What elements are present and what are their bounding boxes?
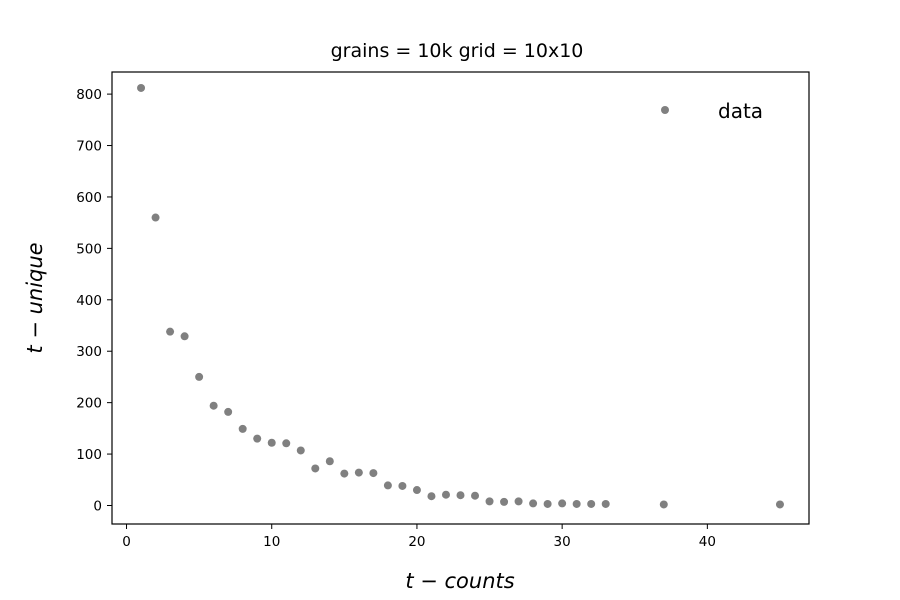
data-point xyxy=(398,481,407,490)
y-tick-label: 700 xyxy=(76,139,102,155)
legend-label-data: data xyxy=(718,99,763,123)
data-point xyxy=(253,434,262,443)
data-point xyxy=(514,497,523,506)
y-tick-label: 0 xyxy=(93,498,102,514)
data-point xyxy=(500,497,509,506)
data-point xyxy=(543,499,552,508)
x-tick-label: 20 xyxy=(408,534,425,550)
x-tick-label: 0 xyxy=(122,534,131,550)
data-point xyxy=(369,469,378,478)
y-tick-label: 500 xyxy=(76,241,102,257)
data-point xyxy=(325,457,334,466)
x-tick-label: 10 xyxy=(263,534,280,550)
legend: data xyxy=(661,99,763,123)
data-point xyxy=(775,500,784,509)
data-point xyxy=(238,424,247,433)
data-point xyxy=(441,490,450,499)
y-tick-label: 100 xyxy=(76,447,102,463)
y-tick-label: 400 xyxy=(76,293,102,309)
x-tick-label: 40 xyxy=(699,534,716,550)
data-point xyxy=(412,486,421,495)
data-points xyxy=(137,83,784,509)
data-point xyxy=(354,468,363,477)
data-point xyxy=(529,499,538,508)
data-point xyxy=(296,446,305,455)
y-axis-label: t − unique xyxy=(23,242,47,353)
data-point xyxy=(601,499,610,508)
data-point xyxy=(151,213,160,222)
data-point xyxy=(180,332,189,341)
data-point xyxy=(427,492,436,501)
y-tick-label: 200 xyxy=(76,396,102,412)
data-point xyxy=(587,499,596,508)
y-axis-ticks: 0 100 200 300 400 500 600 700 800 xyxy=(76,87,112,514)
y-tick-label: 600 xyxy=(76,190,102,206)
y-tick-label: 800 xyxy=(76,87,102,103)
legend-marker-data xyxy=(661,106,669,114)
data-point xyxy=(282,439,291,448)
data-point xyxy=(572,499,581,508)
data-point xyxy=(383,481,392,490)
data-point xyxy=(166,327,175,336)
x-axis-ticks: 0 10 20 30 40 xyxy=(122,524,716,550)
data-point xyxy=(659,500,668,509)
data-point xyxy=(224,407,233,416)
data-point xyxy=(340,469,349,478)
data-point xyxy=(456,491,465,500)
data-point xyxy=(311,464,320,473)
data-point xyxy=(558,499,567,508)
chart-title: grains = 10k grid = 10x10 xyxy=(331,40,584,62)
y-tick-label: 300 xyxy=(76,344,102,360)
data-point xyxy=(137,83,146,92)
data-point xyxy=(195,372,204,381)
data-point xyxy=(267,438,276,447)
x-tick-label: 30 xyxy=(554,534,571,550)
plot-area-frame xyxy=(111,71,810,525)
data-point xyxy=(471,491,480,500)
data-point xyxy=(209,401,218,410)
data-point xyxy=(485,497,494,506)
x-axis-label: t − counts xyxy=(405,569,514,593)
